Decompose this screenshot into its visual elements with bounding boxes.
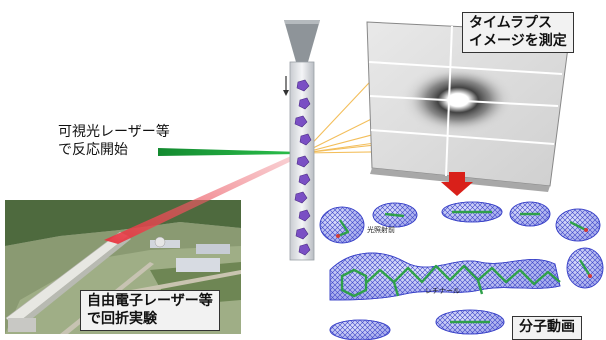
retinal-label: レチナール [425,287,460,295]
visible-laser-label-line1: 可視光レーザー等 [58,124,170,140]
timelapse-label-line2: イメージを測定 [469,32,567,49]
visible-laser-beam [158,148,302,156]
molecular-movie-label: 分子動画 [512,316,582,340]
microcrystals [294,79,312,256]
photo-state-label: 光照射前 [367,226,395,234]
visible-laser-label: 可視光レーザー等 で反応開始 [58,124,170,159]
xray-laser-beam [104,152,302,244]
red-down-arrow-icon [441,172,473,196]
timelapse-label-line1: タイムラプス [469,15,553,31]
xfel-label: 自由電子レーザー等 で回折実験 [80,290,220,331]
molecular-density-map [318,198,606,340]
xfel-label-line1: 自由電子レーザー等 [87,293,213,309]
timelapse-label: タイムラプス イメージを測定 [462,12,574,53]
visible-laser-label-line2: で反応開始 [58,141,128,158]
diffraction-detector-panel [366,21,571,192]
xfel-label-line2: で回折実験 [87,310,157,327]
